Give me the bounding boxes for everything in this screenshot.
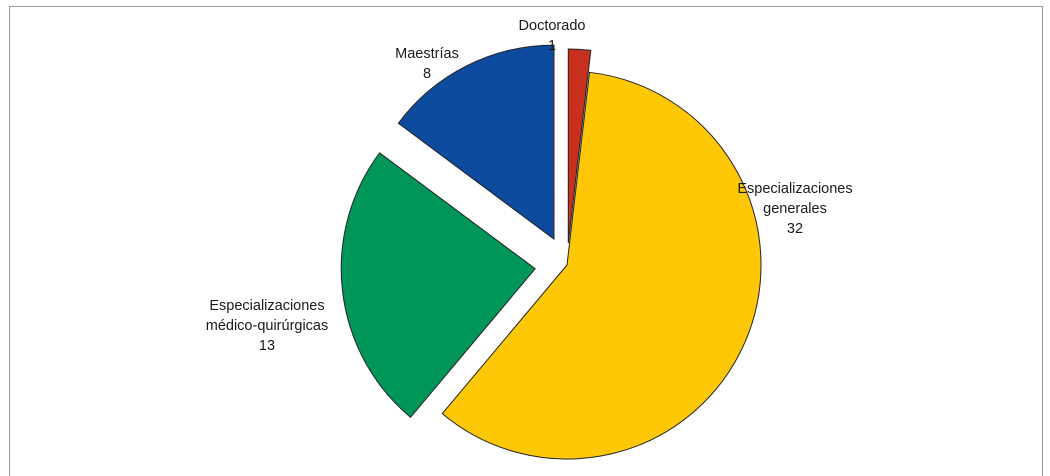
pie-slice-2	[340, 152, 536, 419]
chart-frame	[9, 6, 1043, 476]
slice-label-2: médico-quirúrgicas	[206, 318, 329, 334]
slice-label-3: Maestrías	[395, 46, 459, 62]
slice-label-2: Especializaciones	[209, 298, 324, 314]
slice-value-label-3: 8	[423, 66, 431, 82]
slice-label-1: generales	[763, 201, 827, 217]
slice-label-0: Doctorado	[519, 18, 586, 34]
pie-slice-3	[397, 44, 555, 241]
slice-value-label-0: 1	[548, 38, 556, 54]
slice-value-label-1: 32	[787, 221, 803, 237]
pie-chart: Doctorado 1 Especializaciones generales 32 Es…	[206, 18, 853, 460]
slice-value-label-2: 13	[259, 338, 275, 354]
pie-slice-0	[567, 48, 592, 244]
pie-slice-1	[441, 71, 762, 460]
slice-label-1: Especializaciones	[737, 181, 852, 197]
